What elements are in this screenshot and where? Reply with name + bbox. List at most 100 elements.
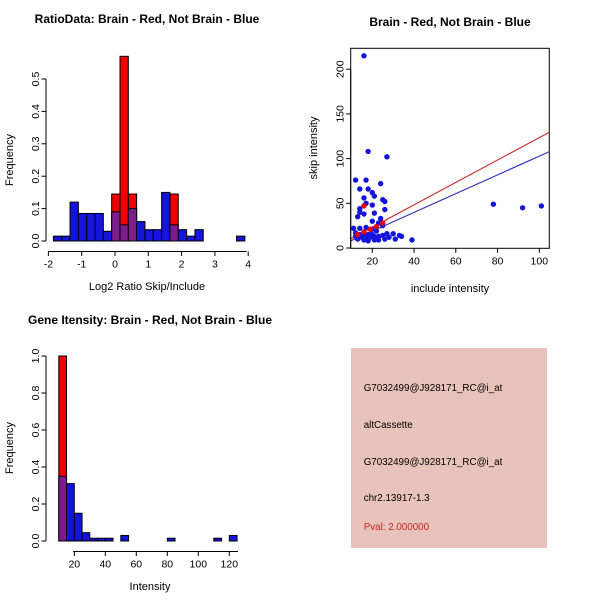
y-tick-label: 0 <box>335 245 347 251</box>
scatter-point-blue <box>361 237 367 243</box>
scatter-point-blue <box>361 195 367 201</box>
histogram-bar-blue <box>161 191 171 242</box>
regression-line-blue <box>350 151 550 242</box>
scatter-point-blue <box>386 234 392 240</box>
x-tick-label: 4 <box>245 259 251 271</box>
scatter-point-blue <box>373 228 380 234</box>
y-tick-label: 1.0 <box>30 349 42 364</box>
histogram-bar-blue <box>52 235 63 242</box>
scatter-point-blue <box>382 198 388 205</box>
x-tick-label: 120 <box>221 559 239 571</box>
x-tick-label: 60 <box>130 559 142 571</box>
y-tick-label: 0.3 <box>30 136 42 151</box>
y-tick-label: 0.6 <box>30 423 42 438</box>
x-tick-label: 60 <box>450 255 462 267</box>
x-axis-label: Log2 Ratio Skip/Include <box>89 281 205 293</box>
x-tick-label: 40 <box>408 255 420 267</box>
intensity-scatter-panel: 0 50 100 150 200 20 40 60 80 100 Brain - Red, Not … <box>308 15 550 295</box>
y-axis-label: Frequency <box>4 134 16 186</box>
y-tick-label: 100 <box>335 150 347 168</box>
y-axis-label: Frequency <box>4 422 16 474</box>
scatter-point-blue <box>354 214 361 220</box>
y-tick-label: 0.8 <box>30 386 42 401</box>
histogram-bar-blue <box>152 229 163 242</box>
scatter-point-blue <box>375 237 382 243</box>
x-tick-label: 3 <box>212 259 218 271</box>
histogram-bar-blue <box>66 483 75 542</box>
y-tick-label: 0.0 <box>30 534 42 549</box>
y-tick-label: 0.1 <box>30 201 42 216</box>
chart-title: Brain - Red, Not Brain - Blue <box>369 15 531 29</box>
y-tick-label: 0.0 <box>30 234 42 249</box>
scatter-point-blue <box>382 236 388 242</box>
scatter-point-blue <box>519 205 526 211</box>
scatter-point-blue <box>382 206 388 213</box>
histogram-bar-blue <box>89 537 99 542</box>
histogram-bar-blue <box>236 235 246 242</box>
x-tick-label: 80 <box>161 559 173 571</box>
histogram-bar-blue <box>144 229 154 242</box>
histogram-bar-blue <box>77 212 88 242</box>
pval-text: Pval: 2.000000 <box>363 522 430 534</box>
scatter-point-blue <box>363 177 369 183</box>
scatter-point-blue <box>365 148 371 155</box>
chart-title: RatioData: Brain - Red, Not Brain - Blue <box>35 12 260 26</box>
histogram-bar-blue <box>120 534 130 542</box>
scatter-point-blue <box>365 238 371 244</box>
gene-intensity-histogram-panel: 0.0 0.2 0.4 0.6 0.8 1.0 20 40 60 80 100 120 Gene Ite… <box>4 313 272 593</box>
scatter-point-blue <box>398 233 405 240</box>
histogram-bar-blue <box>81 532 91 542</box>
x-tick-label: 20 <box>366 255 378 267</box>
scatter-point-red <box>367 226 373 232</box>
scatter-point-blue <box>538 203 545 209</box>
x-tick-label: 1 <box>145 259 151 271</box>
scatter-point-blue <box>377 215 384 222</box>
y-tick-label: 0.4 <box>30 104 42 119</box>
scatter-point-blue <box>357 186 363 192</box>
y-tick-label: 0.2 <box>30 169 42 184</box>
chromosome-text: chr2.13917-1.3 <box>363 493 430 505</box>
x-tick-label: 2 <box>179 259 185 271</box>
scatter-point-blue <box>371 193 378 199</box>
x-tick-label: -1 <box>77 259 86 271</box>
chart-title: Gene Itensity: Brain - Red, Not Brain - … <box>28 313 272 327</box>
histogram-bar-blue <box>194 229 204 242</box>
scatter-point-red <box>354 231 361 238</box>
histogram-bar-blue <box>228 534 238 542</box>
scatter-point-blue <box>371 237 378 243</box>
x-tick-label: 40 <box>99 559 111 571</box>
scatter-point-blue <box>490 201 497 207</box>
scatter-point-red <box>361 203 367 209</box>
x-tick-label: 80 <box>492 255 504 267</box>
scatter-point-red <box>361 229 367 235</box>
scatter-point-red <box>380 220 386 226</box>
scatter-point-blue <box>409 237 415 243</box>
scatter-point-blue <box>361 53 367 59</box>
histogram-bar-blue <box>166 537 176 542</box>
scatter-point-blue <box>357 209 363 215</box>
scatter-point-blue <box>365 186 371 192</box>
histogram-bar-overlap <box>111 211 121 242</box>
scatter-point-blue <box>371 210 378 216</box>
probe-info-panel: G7032499@J928171_RC@i_at altCassette G70… <box>350 348 548 549</box>
scatter-point-blue <box>350 225 357 232</box>
x-tick-label: 100 <box>190 559 208 571</box>
x-tick-label: -2 <box>44 259 53 271</box>
scatter-point-blue <box>352 177 359 183</box>
scatter-point-blue <box>357 225 363 232</box>
scatter-point-blue <box>377 180 384 187</box>
probe-id-text: G7032499@J928171_RC@i_at <box>363 383 503 395</box>
y-tick-label: 0.5 <box>30 72 42 87</box>
histogram-bar-blue <box>102 230 113 242</box>
histogram-bar-overlap <box>119 224 129 242</box>
scatter-point-blue <box>392 236 398 242</box>
histogram-bar-blue <box>213 537 223 542</box>
histogram-bar-blue <box>69 201 79 242</box>
histogram-bar-blue <box>94 212 104 242</box>
scatter-point-blue <box>384 154 390 160</box>
histogram-bar-overlap <box>127 208 138 242</box>
histogram-bar-overlap <box>169 224 179 242</box>
scatter-point-blue <box>361 211 367 217</box>
histogram-bar-blue <box>177 229 188 242</box>
